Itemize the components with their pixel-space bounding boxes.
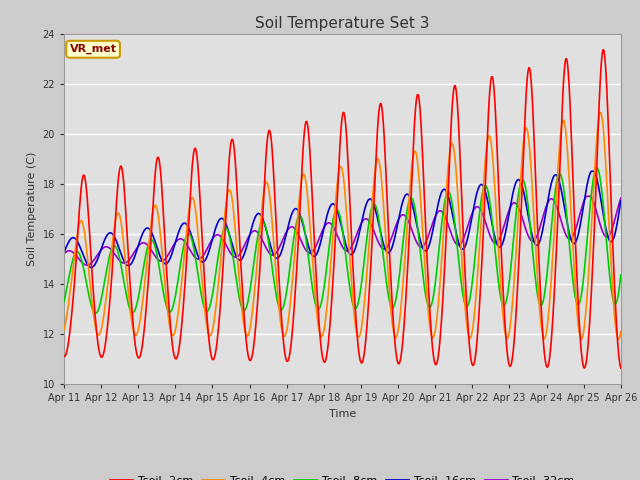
Y-axis label: Soil Temperature (C): Soil Temperature (C): [27, 152, 37, 266]
Tsoil -32cm: [183, 242, 191, 248]
Tsoil -16cm: [566, 235, 574, 241]
Tsoil -32cm: [83, 262, 91, 268]
Tsoil -8cm: [617, 272, 625, 278]
Tsoil -4cm: [617, 329, 625, 335]
Tsoil -2cm: [443, 220, 451, 226]
Tsoil -32cm: [617, 195, 625, 201]
Tsoil -16cm: [183, 222, 191, 228]
Tsoil -2cm: [60, 353, 68, 359]
Tsoil -16cm: [87, 264, 95, 270]
Tsoil -4cm: [443, 182, 451, 188]
Tsoil -16cm: [60, 250, 68, 256]
Title: Soil Temperature Set 3: Soil Temperature Set 3: [255, 16, 429, 31]
Tsoil -8cm: [207, 300, 215, 305]
Tsoil -4cm: [206, 333, 214, 339]
Line: Tsoil -4cm: Tsoil -4cm: [64, 112, 621, 339]
Tsoil -2cm: [617, 365, 625, 371]
Tsoil -2cm: [580, 365, 588, 371]
Tsoil -4cm: [388, 317, 396, 323]
Tsoil -4cm: [60, 327, 68, 333]
Tsoil -16cm: [617, 198, 625, 204]
Tsoil -8cm: [444, 189, 451, 195]
Tsoil -8cm: [183, 232, 191, 238]
Tsoil -4cm: [597, 109, 605, 115]
Tsoil -32cm: [583, 193, 591, 199]
Line: Tsoil -16cm: Tsoil -16cm: [64, 171, 621, 267]
Tsoil -32cm: [60, 251, 68, 256]
Tsoil -16cm: [444, 191, 451, 197]
Tsoil -2cm: [566, 96, 573, 101]
Tsoil -8cm: [566, 254, 574, 260]
Tsoil -16cm: [389, 242, 397, 248]
Tsoil -2cm: [334, 185, 342, 191]
Tsoil -4cm: [566, 187, 573, 192]
Tsoil -2cm: [599, 47, 607, 53]
Tsoil -32cm: [566, 236, 574, 242]
Text: VR_met: VR_met: [70, 44, 116, 54]
Tsoil -8cm: [593, 165, 601, 170]
Tsoil -2cm: [206, 347, 214, 353]
Tsoil -8cm: [92, 311, 100, 316]
Tsoil -32cm: [444, 220, 451, 226]
X-axis label: Time: Time: [329, 408, 356, 419]
Tsoil -32cm: [207, 239, 215, 244]
Legend: Tsoil -2cm, Tsoil -4cm, Tsoil -8cm, Tsoil -16cm, Tsoil -32cm: Tsoil -2cm, Tsoil -4cm, Tsoil -8cm, Tsoi…: [106, 472, 579, 480]
Tsoil -32cm: [389, 232, 397, 238]
Line: Tsoil -32cm: Tsoil -32cm: [64, 196, 621, 265]
Tsoil -4cm: [334, 176, 342, 182]
Tsoil -2cm: [388, 295, 396, 301]
Tsoil -2cm: [182, 264, 190, 269]
Tsoil -32cm: [335, 236, 342, 241]
Line: Tsoil -8cm: Tsoil -8cm: [64, 168, 621, 313]
Tsoil -16cm: [588, 168, 595, 174]
Tsoil -4cm: [182, 233, 190, 239]
Tsoil -16cm: [335, 212, 342, 218]
Tsoil -16cm: [207, 242, 215, 248]
Tsoil -4cm: [614, 336, 622, 342]
Line: Tsoil -2cm: Tsoil -2cm: [64, 50, 621, 368]
Tsoil -8cm: [60, 299, 68, 304]
Tsoil -8cm: [335, 209, 342, 215]
Tsoil -8cm: [389, 305, 397, 311]
